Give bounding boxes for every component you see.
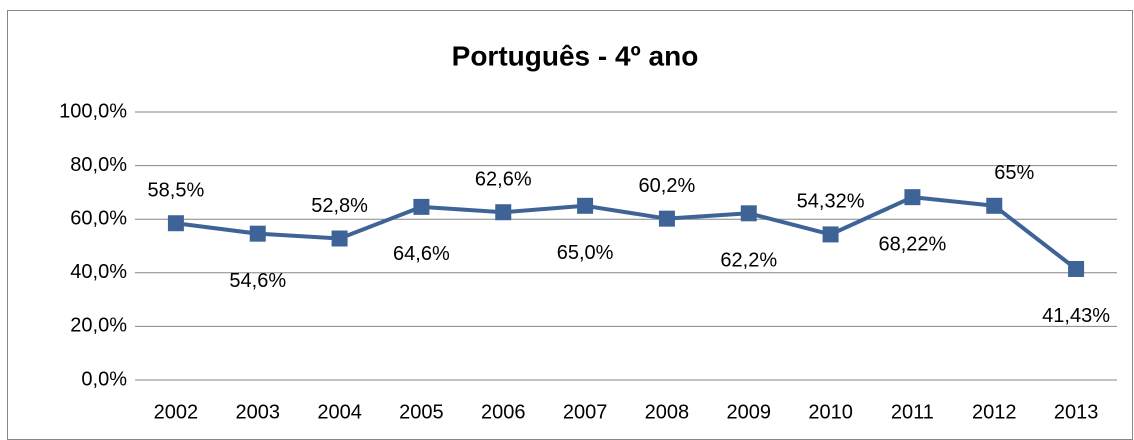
- marker: [1068, 260, 1085, 277]
- data-label: 68,22%: [878, 233, 946, 255]
- marker: [167, 215, 184, 232]
- x-tick-label: 2006: [481, 401, 526, 423]
- x-tick-label: 2005: [399, 401, 444, 423]
- marker: [822, 226, 839, 243]
- y-tick-label: 0,0%: [81, 368, 127, 390]
- marker: [495, 204, 512, 221]
- data-label: 58,5%: [148, 180, 205, 202]
- data-label: 62,6%: [475, 169, 532, 191]
- marker: [740, 205, 757, 222]
- y-tick-label: 20,0%: [70, 315, 127, 337]
- marker: [413, 198, 430, 215]
- chart-title: Português - 4º ano: [452, 40, 699, 71]
- marker: [249, 225, 266, 242]
- marker: [577, 197, 594, 214]
- data-label: 54,32%: [797, 191, 865, 213]
- data-label: 65,0%: [557, 242, 614, 264]
- data-label: 52,8%: [311, 195, 368, 217]
- data-label: 41,43%: [1042, 305, 1110, 327]
- x-tick-label: 2009: [727, 401, 772, 423]
- x-tick-label: 2004: [317, 401, 362, 423]
- marker: [986, 197, 1003, 214]
- x-tick-label: 2012: [972, 401, 1017, 423]
- data-label: 62,2%: [720, 250, 777, 272]
- y-tick-label: 60,0%: [70, 207, 127, 229]
- series-line: [175, 195, 1078, 271]
- marker: [331, 230, 348, 247]
- marker: [658, 210, 675, 227]
- y-tick-label: 40,0%: [70, 261, 127, 283]
- x-tick-label: 2011: [891, 401, 934, 423]
- x-tick-label: 2007: [563, 401, 608, 423]
- x-tick-label: 2008: [645, 401, 690, 423]
- data-label: 60,2%: [639, 175, 696, 197]
- data-label: 65%: [994, 162, 1034, 184]
- x-tick-label: 2003: [236, 401, 281, 423]
- x-tick-label: 2013: [1054, 401, 1099, 423]
- data-label: 54,6%: [229, 270, 286, 292]
- data-label: 64,6%: [393, 243, 450, 265]
- y-tick-label: 80,0%: [70, 154, 127, 176]
- x-tick-label: 2010: [808, 401, 853, 423]
- marker: [904, 189, 921, 206]
- y-tick-label: 100,0%: [59, 100, 127, 122]
- x-tick-label: 2002: [154, 401, 199, 423]
